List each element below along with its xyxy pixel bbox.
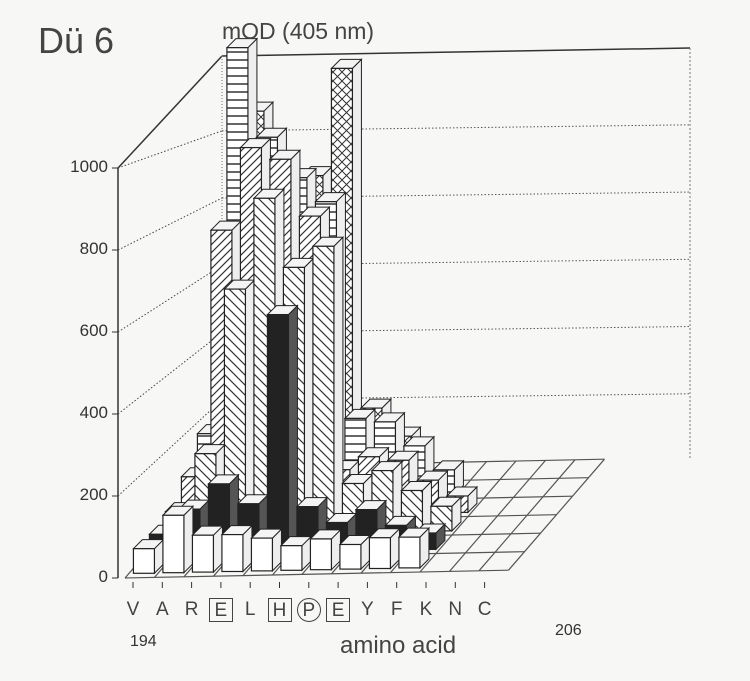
bar-side-face — [333, 236, 344, 535]
gridline-diagonal — [117, 197, 223, 251]
bar-front-face — [368, 537, 392, 570]
x-axis-label: amino acid — [340, 632, 457, 659]
floor-grid-line — [449, 460, 546, 572]
frame-edge — [117, 55, 223, 169]
bar-front-face — [280, 545, 303, 571]
bar-side-face — [183, 505, 194, 574]
gridline-back — [221, 124, 691, 132]
y-axis-label: mOD (405 nm) — [222, 18, 375, 44]
floor-grid-line — [419, 460, 517, 573]
range-start-label: 194 — [130, 633, 157, 650]
y-tick-label: 0 — [98, 567, 108, 586]
floor-grid-line — [124, 569, 509, 579]
x-tick-label: V — [126, 599, 140, 620]
bar-front-face — [266, 313, 290, 553]
chart-title: Dü 6 — [38, 20, 115, 61]
bar-front-face — [312, 245, 335, 534]
bar-front-face — [309, 538, 333, 571]
floor-grid-line — [508, 458, 605, 571]
x-tick-label: Y — [361, 599, 374, 620]
bar-front-face — [398, 536, 421, 569]
y-tick-label: 200 — [79, 485, 108, 504]
bar-front-face — [162, 514, 185, 574]
bar-front-face — [339, 543, 362, 570]
x-tick-label: E — [208, 598, 233, 622]
x-tick-label: E — [326, 598, 351, 622]
gridline-diagonal — [117, 264, 223, 333]
bar-side-face — [303, 257, 314, 536]
gridline-diagonal — [117, 399, 223, 497]
bar-white-P — [309, 528, 342, 571]
bar-white-L — [250, 527, 283, 573]
bar-front-face — [221, 533, 244, 573]
bar-white-E — [338, 534, 372, 571]
x-tick-label: A — [155, 599, 169, 620]
x-tick-label: P — [296, 598, 321, 622]
bar-white-H — [279, 535, 313, 572]
bar-white-V — [132, 538, 165, 575]
x-tick-label: L — [244, 599, 256, 620]
bar-front-face — [191, 534, 215, 573]
floor-grid-line — [478, 459, 576, 572]
y-tick-label: 800 — [79, 239, 108, 258]
x-tick-label: K — [419, 599, 433, 620]
bar-front-face — [250, 537, 274, 572]
x-tick-label: H — [267, 598, 292, 622]
bar-zigzag-H — [311, 236, 345, 535]
bar-white-E — [220, 524, 254, 573]
y-tick-label: 600 — [79, 321, 108, 340]
gridline-diagonal — [117, 130, 223, 169]
bar-white-R — [191, 524, 224, 574]
bar-side-face — [287, 304, 298, 554]
y-tick-label: 400 — [79, 403, 108, 422]
frame-top-edge — [221, 47, 691, 57]
bar-white-Y — [368, 527, 401, 570]
y-tick-label: 1000 — [70, 157, 108, 176]
x-tick-label: R — [184, 599, 199, 620]
bar-black-L — [266, 304, 299, 554]
bar-white-A — [161, 505, 195, 574]
bar-zigzag-Y — [400, 480, 433, 533]
bar-front-face — [132, 548, 156, 574]
x-tick-label: N — [448, 599, 463, 620]
bar-white-F — [397, 526, 431, 570]
x-tick-label: C — [477, 599, 492, 620]
range-end-label: 206 — [555, 622, 582, 639]
gridline-diagonal — [117, 332, 223, 415]
bar-zigzag-R — [223, 278, 256, 537]
x-tick-label: F — [390, 599, 403, 620]
